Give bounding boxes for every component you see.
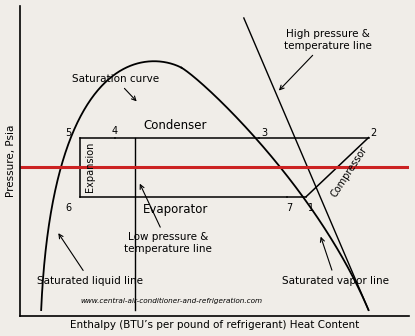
X-axis label: Enthalpy (BTU’s per pound of refrigerant) Heat Content: Enthalpy (BTU’s per pound of refrigerant…	[70, 321, 359, 330]
Text: Saturated vapor line: Saturated vapor line	[282, 238, 389, 286]
Text: Evaporator: Evaporator	[143, 203, 208, 216]
Text: Compressor: Compressor	[329, 144, 369, 199]
Text: 6: 6	[66, 203, 71, 213]
Text: Saturated liquid line: Saturated liquid line	[37, 234, 143, 286]
Text: Condenser: Condenser	[144, 119, 208, 132]
Text: 4: 4	[111, 126, 117, 136]
Text: Expansion: Expansion	[85, 142, 95, 192]
Text: 1: 1	[308, 204, 314, 213]
Text: Low pressure &
temperature line: Low pressure & temperature line	[124, 185, 212, 254]
Y-axis label: Pressure, Psia: Pressure, Psia	[5, 125, 15, 197]
Text: High pressure &
temperature line: High pressure & temperature line	[280, 29, 371, 90]
Text: Saturation curve: Saturation curve	[72, 74, 159, 100]
Text: 7: 7	[287, 204, 293, 213]
Text: 5: 5	[65, 128, 71, 138]
Text: 2: 2	[370, 128, 376, 138]
Text: www.central-air-conditioner-and-refrigeration.com: www.central-air-conditioner-and-refriger…	[80, 298, 262, 304]
Text: 3: 3	[261, 128, 267, 138]
